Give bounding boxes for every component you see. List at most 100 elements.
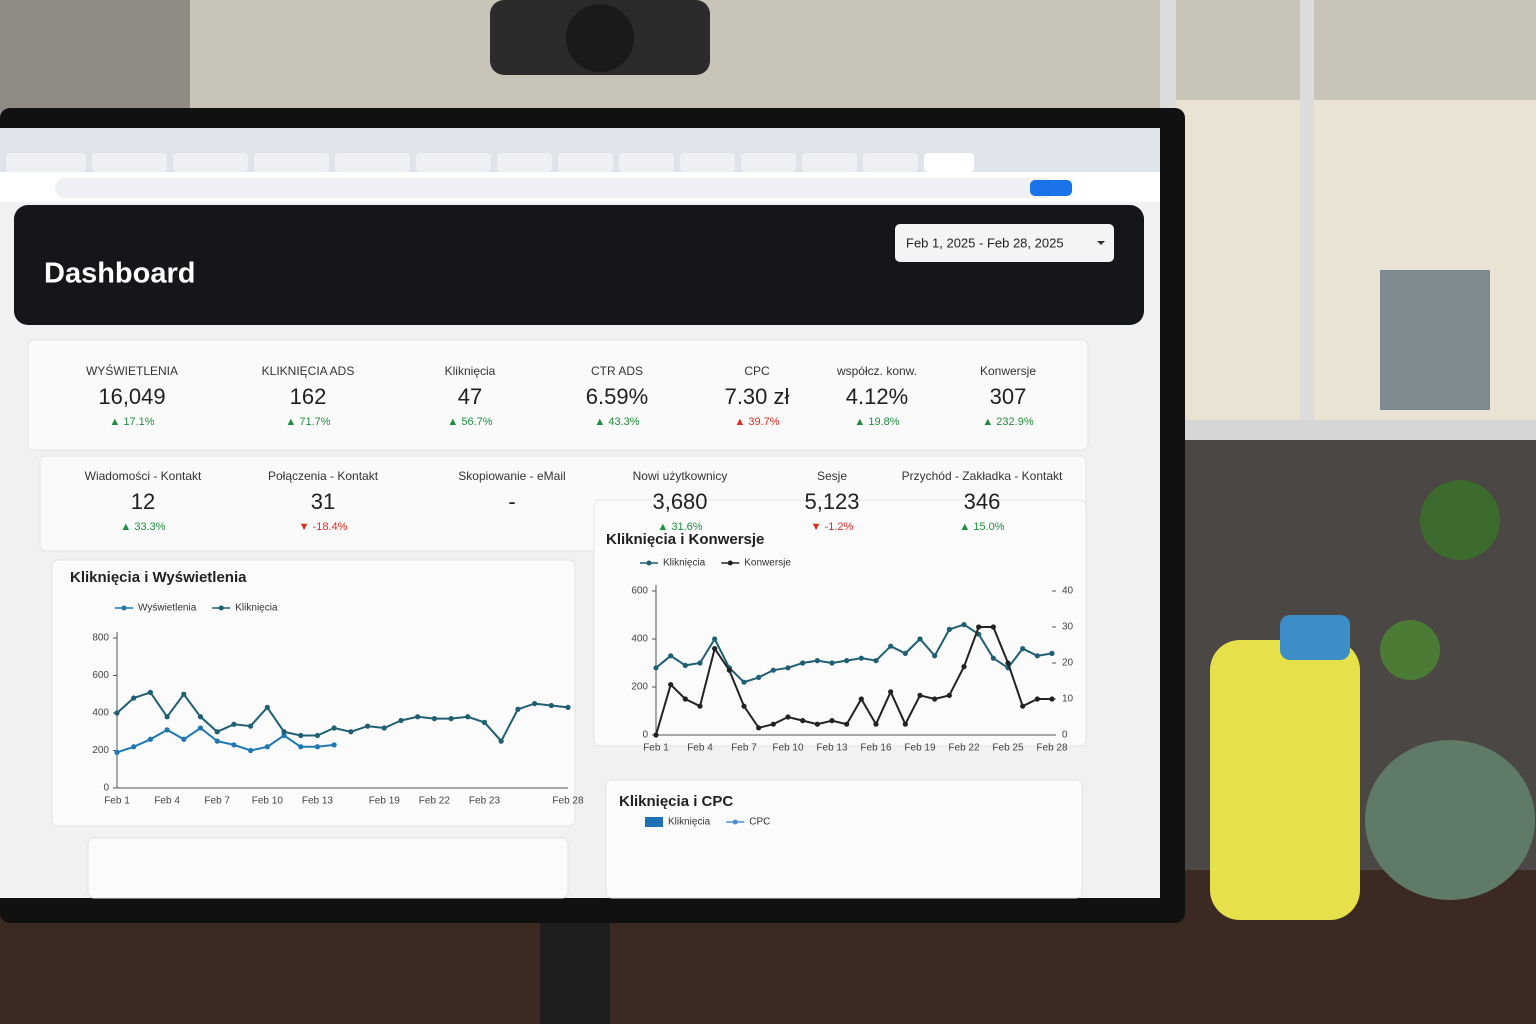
kpi-value: 31 (311, 489, 335, 514)
date-picker[interactable] (895, 224, 1114, 262)
x-tick-label: Feb 28 (552, 796, 584, 807)
toolbar-button[interactable] (1030, 180, 1072, 196)
y-tick-label: 800 (92, 633, 109, 644)
data-point (814, 721, 820, 727)
kpi-change: ▲ 19.8% (854, 416, 899, 428)
kpi-change: ▲ 232.9% (982, 416, 1033, 428)
kpi-value: 162 (290, 384, 327, 409)
tab[interactable] (497, 153, 552, 172)
data-point (770, 667, 776, 673)
tab[interactable] (254, 153, 329, 172)
kpi-label: WYŚWIETLENIA (86, 363, 178, 378)
data-point (873, 721, 879, 727)
data-point (431, 716, 437, 722)
data-point (697, 703, 703, 709)
tab[interactable] (416, 153, 491, 172)
data-point (314, 732, 321, 739)
data-point (481, 719, 488, 725)
data-point (264, 744, 270, 750)
data-point (800, 718, 806, 724)
kpi-label: Nowi użytkownicy (633, 469, 728, 483)
kpi-value: 47 (458, 384, 482, 409)
x-tick-label: Feb 19 (369, 796, 401, 807)
data-point (448, 716, 454, 722)
dashboard-title: Dashboard (44, 258, 195, 290)
tab[interactable] (680, 153, 735, 172)
chart-title: Kliknięcia i Wyświetlenia (70, 569, 247, 586)
data-point (726, 667, 732, 673)
kpi-change: ▼ -18.4% (299, 521, 348, 533)
data-point (741, 703, 747, 709)
data-point (515, 706, 521, 712)
data-point (298, 732, 304, 739)
data-point (785, 714, 791, 720)
tab[interactable] (619, 153, 674, 172)
legend-swatch (218, 605, 224, 611)
data-point (902, 721, 908, 727)
data-point (331, 742, 337, 748)
data-point (164, 727, 170, 733)
kpi-change: ▲ 56.7% (447, 416, 492, 428)
data-point (147, 736, 154, 742)
data-point (858, 696, 864, 702)
data-point (1049, 650, 1055, 657)
window-frame (1300, 0, 1314, 440)
data-point (976, 624, 982, 630)
data-point (800, 660, 806, 666)
tab[interactable] (335, 153, 410, 172)
x-tick-label: Feb 25 (992, 743, 1024, 754)
tab[interactable] (92, 153, 167, 172)
data-point (741, 679, 747, 685)
kpi-value: 16,049 (98, 384, 165, 409)
data-point (756, 725, 762, 731)
active-tab[interactable] (924, 153, 974, 172)
tab[interactable] (863, 153, 918, 172)
y-tick-label: 600 (92, 670, 109, 681)
data-point (1020, 703, 1026, 709)
data-point (917, 692, 923, 699)
tab[interactable] (558, 153, 613, 172)
address-bar[interactable] (55, 178, 1055, 198)
kpi-change: ▲ 17.1% (109, 416, 154, 428)
y-tick-label: 400 (92, 708, 109, 719)
bottle (1210, 640, 1360, 920)
data-point (873, 658, 879, 664)
data-point (844, 721, 850, 727)
tab[interactable] (173, 153, 248, 172)
tab[interactable] (741, 153, 796, 172)
kpi-value: 7.30 zł (725, 384, 790, 409)
data-point (331, 725, 337, 731)
legend-label: Kliknięcia (235, 603, 278, 614)
x-tick-label: Feb 23 (469, 796, 501, 807)
kpi-label: Konwersje (980, 364, 1036, 378)
kpi-value: 5,123 (804, 489, 859, 514)
data-point (281, 729, 287, 735)
data-point (785, 665, 791, 671)
tab[interactable] (6, 153, 86, 172)
kpi-value: - (508, 489, 515, 514)
date-range[interactable]: Feb 1, 2025 - Feb 28, 2025 (906, 235, 1064, 250)
kpi-label: Kliknięcia (445, 364, 496, 378)
data-point (844, 658, 850, 664)
data-point (668, 653, 674, 659)
tabs (6, 153, 974, 172)
data-point (653, 732, 659, 738)
tab[interactable] (802, 153, 857, 172)
x-tick-label: Feb 16 (860, 743, 892, 754)
data-point (465, 714, 471, 720)
bottle-cap (1280, 615, 1350, 660)
kpi-card-row1 (27, 339, 1089, 451)
data-point (888, 689, 894, 695)
data-point (264, 704, 270, 710)
x-tick-label: Feb 7 (204, 796, 230, 807)
y2-tick-label: 40 (1062, 586, 1074, 597)
kpi-label: Skopiowanie - eMail (458, 469, 565, 483)
data-point (946, 692, 952, 699)
kpi-change: ▲ 39.7% (734, 416, 779, 428)
data-point (298, 744, 304, 750)
data-point (712, 646, 718, 652)
data-point (902, 650, 908, 657)
kpi-change: ▼ -1.2% (811, 521, 854, 533)
data-point (917, 636, 923, 642)
